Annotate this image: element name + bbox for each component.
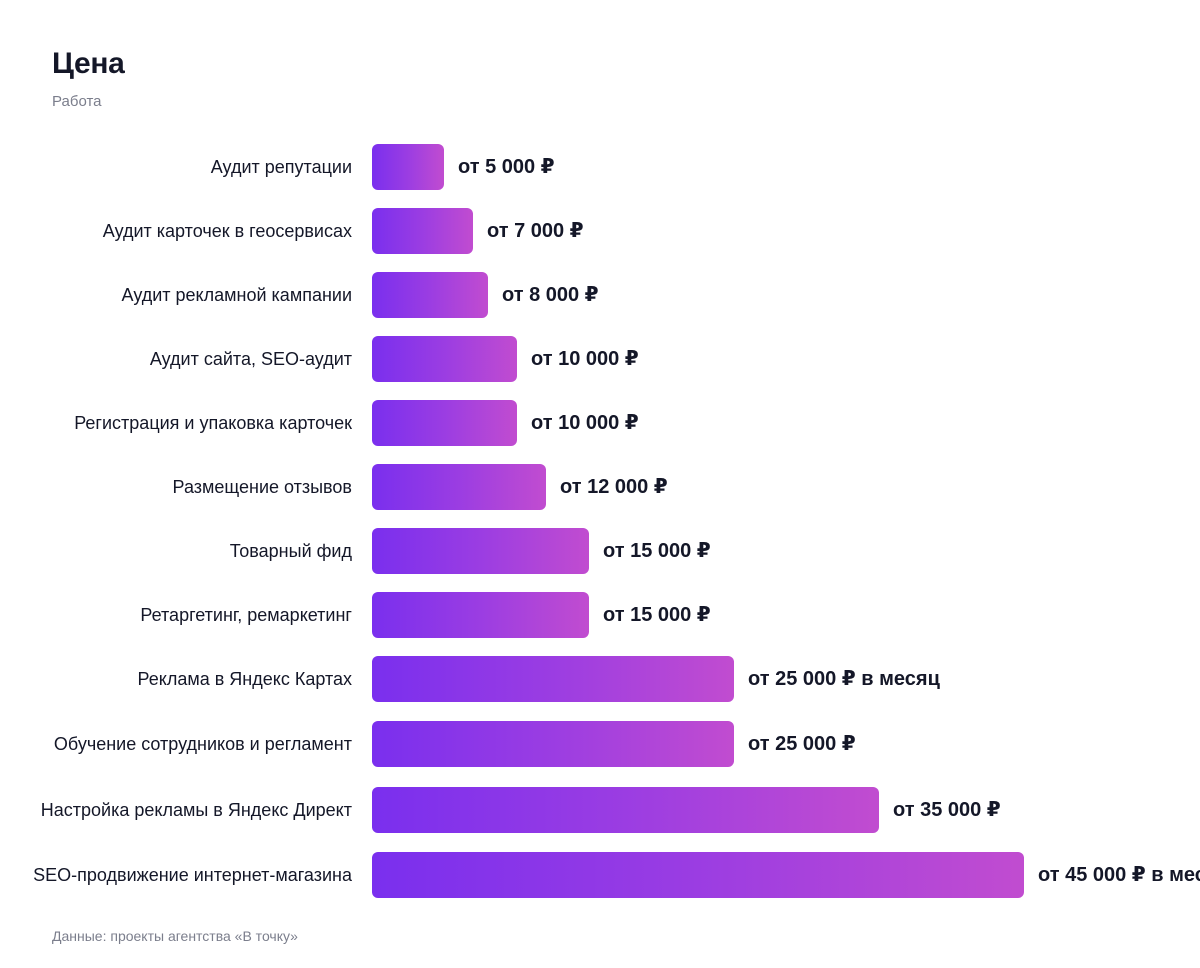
price-bar bbox=[372, 144, 444, 190]
price-bar bbox=[372, 721, 734, 767]
category-label: SEO-продвижение интернет-магазина bbox=[33, 865, 352, 885]
price-bar bbox=[372, 787, 879, 833]
category-label: Размещение отзывов bbox=[172, 477, 352, 497]
price-value-label: от 10 000 ₽ bbox=[531, 412, 639, 434]
price-value-label: от 10 000 ₽ bbox=[531, 348, 639, 370]
price-value-label: от 45 000 ₽ в месяц bbox=[1038, 864, 1200, 886]
price-bar bbox=[372, 656, 734, 702]
category-label: Аудит репутации bbox=[210, 157, 352, 177]
price-value-label: от 15 000 ₽ bbox=[603, 604, 711, 626]
category-label: Обучение сотрудников и регламент bbox=[53, 734, 352, 754]
price-bar bbox=[372, 592, 589, 638]
chart-source-note: Данные: проекты агентства «В точку» bbox=[52, 928, 298, 944]
category-label: Аудит сайта, SEO-аудит bbox=[149, 349, 352, 369]
price-value-label: от 5 000 ₽ bbox=[458, 156, 555, 178]
price-bar bbox=[372, 272, 488, 318]
price-value-label: от 25 000 ₽ в месяц bbox=[748, 668, 940, 690]
price-value-label: от 12 000 ₽ bbox=[560, 476, 668, 498]
price-bar bbox=[372, 336, 517, 382]
price-value-label: от 7 000 ₽ bbox=[487, 220, 584, 242]
price-bar bbox=[372, 464, 546, 510]
chart-subtitle: Работа bbox=[52, 93, 102, 110]
category-label: Аудит рекламной кампании bbox=[121, 285, 352, 305]
chart-title: Цена bbox=[52, 47, 125, 80]
price-bar bbox=[372, 400, 517, 446]
price-value-label: от 8 000 ₽ bbox=[502, 284, 599, 306]
category-label: Товарный фид bbox=[229, 541, 352, 561]
price-bar bbox=[372, 852, 1024, 898]
category-label: Реклама в Яндекс Картах bbox=[137, 669, 352, 689]
category-label: Аудит карточек в геосервисах bbox=[102, 221, 352, 241]
price-value-label: от 25 000 ₽ bbox=[748, 733, 856, 755]
price-bar bbox=[372, 528, 589, 574]
category-label: Ретаргетинг, ремаркетинг bbox=[140, 605, 352, 625]
category-label: Настройка рекламы в Яндекс Директ bbox=[40, 800, 352, 820]
price-value-label: от 15 000 ₽ bbox=[603, 540, 711, 562]
price-bar bbox=[372, 208, 473, 254]
price-value-label: от 35 000 ₽ bbox=[893, 799, 1001, 821]
category-label: Регистрация и упаковка карточек bbox=[74, 413, 352, 433]
